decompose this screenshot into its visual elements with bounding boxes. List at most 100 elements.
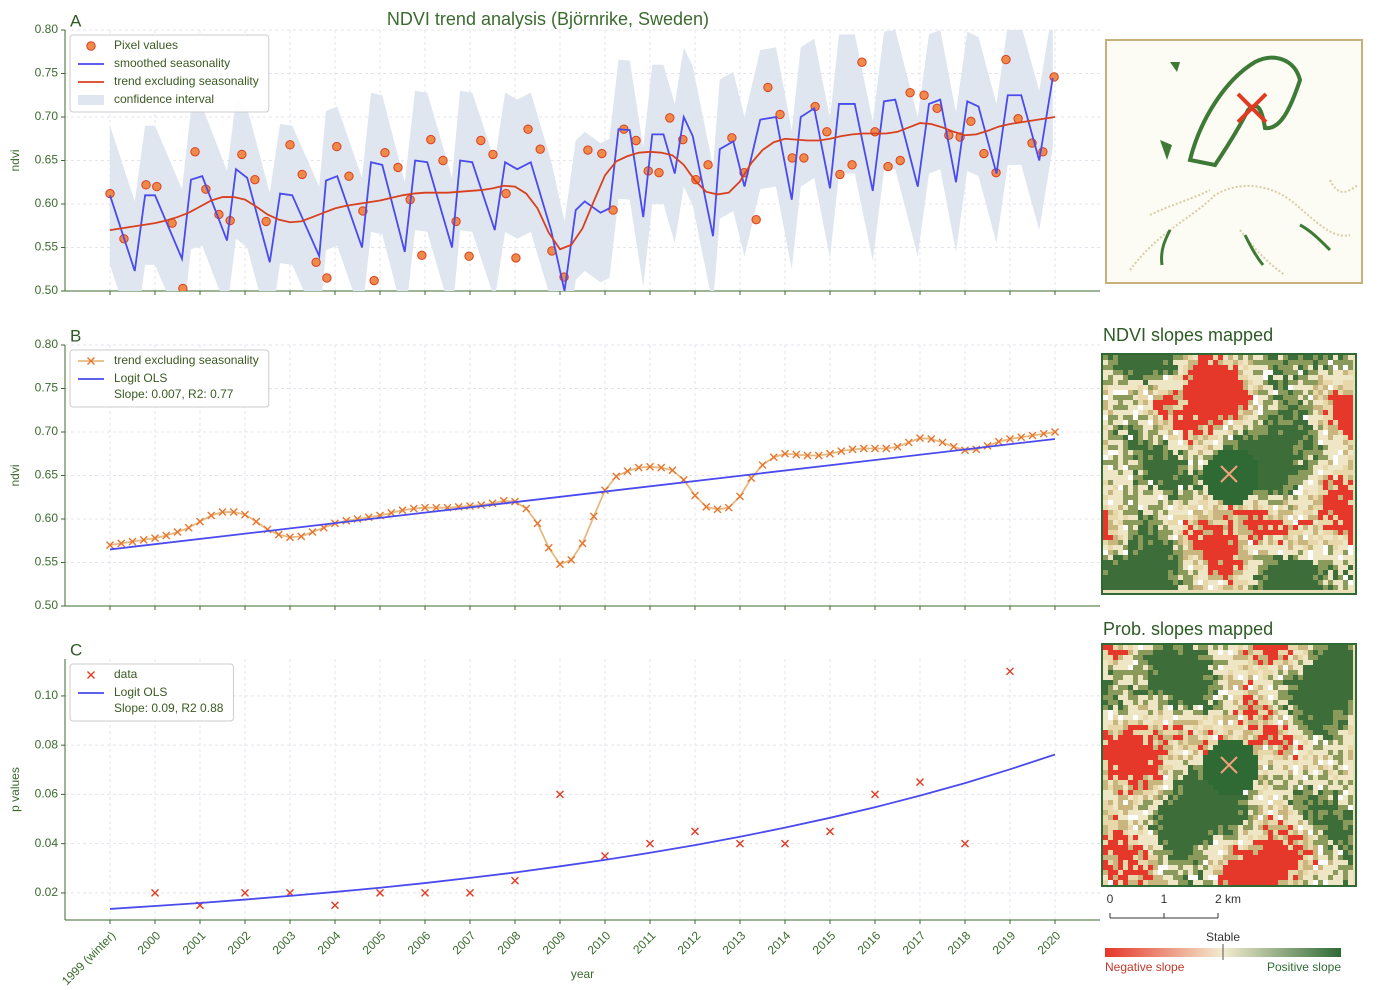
map-cell — [1158, 820, 1163, 825]
map-cell — [1268, 810, 1273, 815]
map-cell — [1108, 830, 1113, 835]
map-cell — [1328, 515, 1333, 520]
map-cell — [1338, 655, 1343, 660]
map-cell — [1293, 380, 1298, 385]
map-cell — [1248, 700, 1253, 705]
map-cell — [1293, 385, 1298, 390]
map-cell — [1223, 805, 1228, 810]
map-cell — [1288, 415, 1293, 420]
map-cell — [1268, 560, 1273, 565]
map-cell — [1153, 860, 1158, 865]
site-marker — [1236, 92, 1268, 124]
map-cell — [1308, 440, 1313, 445]
map-cell — [1238, 715, 1243, 720]
map-cell — [1283, 355, 1288, 360]
map-cell — [1178, 765, 1183, 770]
map-cell — [1223, 815, 1228, 820]
map-cell — [1128, 460, 1133, 465]
map-cell — [1123, 700, 1128, 705]
map-cell — [1163, 515, 1168, 520]
map-cell — [1143, 745, 1148, 750]
map-cell — [1318, 455, 1323, 460]
map-cell — [1238, 750, 1243, 755]
map-cell — [1223, 680, 1228, 685]
map-cell — [1178, 810, 1183, 815]
map-cell — [1108, 860, 1113, 865]
map-cell — [1203, 575, 1208, 580]
map-cell — [1163, 760, 1168, 765]
map-cell — [1268, 795, 1273, 800]
map-cell — [1148, 790, 1153, 795]
map-cell — [1268, 525, 1273, 530]
map-cell — [1123, 540, 1128, 545]
map-cell — [1138, 575, 1143, 580]
map-cell — [1228, 825, 1233, 830]
map-cell — [1188, 865, 1193, 870]
map-cell — [1133, 835, 1138, 840]
map-cell — [1298, 380, 1303, 385]
map-cell — [1278, 795, 1283, 800]
map-cell — [1243, 775, 1248, 780]
map-cell — [1263, 645, 1268, 650]
map-cell — [1278, 755, 1283, 760]
map-cell — [1253, 510, 1258, 515]
map-cell — [1318, 790, 1323, 795]
map-cell — [1218, 820, 1223, 825]
map-cell — [1338, 450, 1343, 455]
map-cell — [1338, 420, 1343, 425]
map-cell — [1263, 395, 1268, 400]
map-cell — [1313, 645, 1318, 650]
map-cell — [1228, 455, 1233, 460]
map-cell — [1253, 715, 1258, 720]
map-cell — [1278, 740, 1283, 745]
map-cell — [1313, 880, 1318, 885]
map-cell — [1288, 780, 1293, 785]
map-cell — [1323, 395, 1328, 400]
map-cell — [1143, 405, 1148, 410]
map-cell — [1148, 785, 1153, 790]
map-cell — [1193, 520, 1198, 525]
map-cell — [1123, 490, 1128, 495]
map-cell — [1118, 850, 1123, 855]
map-cell — [1123, 720, 1128, 725]
map-cell — [1148, 460, 1153, 465]
map-cell — [1308, 380, 1313, 385]
map-cell — [1303, 850, 1308, 855]
map-cell — [1168, 400, 1173, 405]
map-cell — [1303, 570, 1308, 575]
map-cell — [1148, 670, 1153, 675]
map-cell — [1118, 445, 1123, 450]
map-cell — [1273, 430, 1278, 435]
map-cell — [1343, 440, 1348, 445]
map-cell — [1293, 400, 1298, 405]
map-cell — [1293, 420, 1298, 425]
map-cell — [1123, 470, 1128, 475]
map-cell — [1233, 670, 1238, 675]
map-cell — [1183, 405, 1188, 410]
map-cell — [1103, 535, 1108, 540]
map-cell — [1293, 540, 1298, 545]
map-cell — [1288, 700, 1293, 705]
map-cell — [1183, 810, 1188, 815]
map-cell — [1103, 510, 1108, 515]
map-cell — [1313, 665, 1318, 670]
map-cell — [1268, 410, 1273, 415]
map-cell — [1333, 700, 1338, 705]
map-cell — [1323, 540, 1328, 545]
map-cell — [1233, 410, 1238, 415]
map-cell — [1303, 385, 1308, 390]
point — [608, 205, 618, 215]
map-cell — [1288, 515, 1293, 520]
ndvi-slope-map — [1101, 353, 1357, 595]
map-cell — [1148, 775, 1153, 780]
map-cell — [1313, 365, 1318, 370]
map-cell — [1268, 700, 1273, 705]
map-cell — [1223, 665, 1228, 670]
map-cell — [1243, 375, 1248, 380]
map-cell — [1193, 405, 1198, 410]
map-cell — [1198, 700, 1203, 705]
map-cell — [1143, 755, 1148, 760]
map-cell — [1118, 465, 1123, 470]
map-cell — [1298, 675, 1303, 680]
